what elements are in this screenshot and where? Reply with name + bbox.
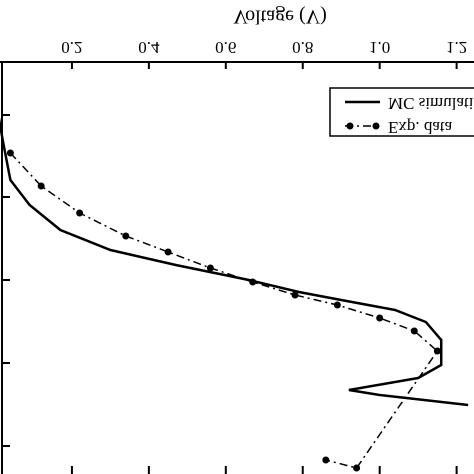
data-point [291,291,299,299]
legend-marker [372,122,380,130]
data-point [333,301,341,309]
data-point [206,264,214,272]
x-tick-label: 1.2 [446,38,467,57]
legend-label: MC simulation [388,94,474,113]
data-point [410,327,418,335]
legend-box [329,87,474,137]
y-ticks [2,114,10,447]
x-tick-label: 1.0 [369,38,390,57]
x-axis-label: Voltage (V) [233,5,327,27]
data-point [37,182,45,190]
x-tick-label: 0.4 [138,38,160,57]
data-point [122,232,130,240]
x-tick-label: 0.8 [292,38,313,57]
x-tick-label: 0.2 [61,38,82,57]
data-point [322,456,330,464]
data-point [164,248,172,256]
series-line [9,152,439,469]
data-point [6,149,14,157]
data-point [249,278,257,286]
data-point [376,314,384,322]
data-point [433,347,441,355]
x-tick-label: 0.6 [215,38,236,57]
data-point [353,464,361,472]
legend-label: Exp. data [388,118,453,137]
legend-marker [346,122,354,130]
series-line [0,117,469,407]
data-point [76,209,84,217]
